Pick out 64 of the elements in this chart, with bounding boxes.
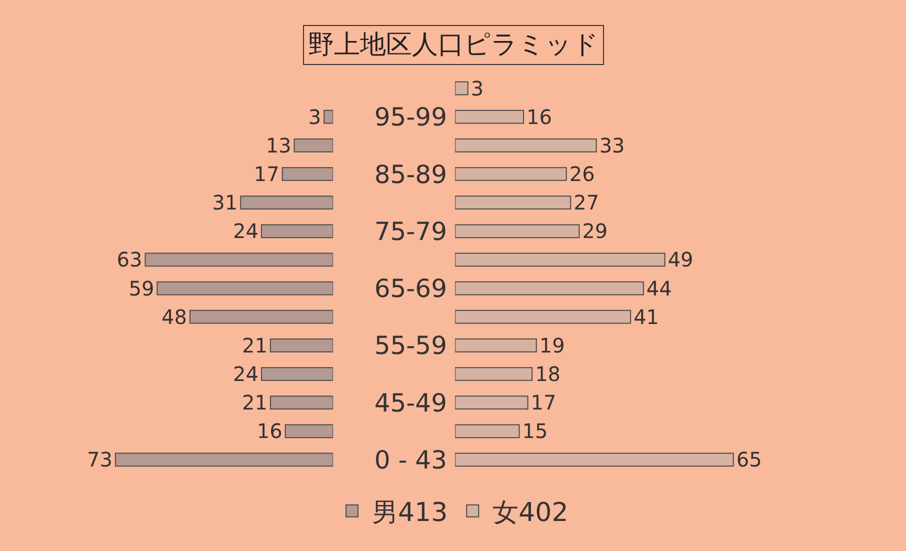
y-tick-label: 65-69 [374, 274, 447, 304]
bar [455, 196, 572, 210]
bar [114, 452, 333, 467]
bar [455, 167, 567, 181]
bar [282, 167, 333, 181]
data-label: 24 [233, 362, 258, 386]
data-label: 33 [599, 133, 625, 158]
y-tick-label: 95-99 [374, 102, 447, 132]
data-label: 24 [233, 219, 258, 244]
data-label: 48 [161, 304, 187, 329]
data-label: 65 [736, 448, 762, 472]
bar [455, 452, 734, 467]
y-tick-label: 85-89 [374, 160, 447, 189]
bar [455, 367, 533, 381]
bar [189, 310, 333, 324]
data-label: 63 [116, 248, 142, 272]
bar [144, 252, 333, 267]
y-tick-label: 55-59 [374, 331, 447, 360]
bar [455, 110, 524, 124]
data-label: 27 [574, 190, 600, 215]
y-tick-label: 0 - 43 [374, 445, 447, 474]
bar [260, 367, 333, 381]
data-label: 29 [582, 219, 608, 244]
bar [294, 138, 333, 152]
bar [455, 424, 520, 438]
data-label: 17 [530, 390, 556, 415]
bar [455, 338, 537, 352]
bar [455, 310, 632, 324]
bar [240, 196, 333, 210]
data-label: 21 [242, 390, 268, 415]
bar [455, 281, 644, 296]
data-label: 41 [634, 304, 660, 329]
data-label: 59 [128, 276, 154, 300]
data-label: 49 [668, 248, 694, 272]
data-label: 3 [308, 104, 322, 129]
text: 野上地区人口ピラミッド [308, 30, 599, 60]
legend-label: 女402 [492, 498, 568, 528]
data-label: 73 [86, 448, 112, 472]
legend-label: 男413 [372, 498, 448, 528]
bar [455, 224, 580, 238]
bar [156, 281, 333, 296]
data-label: 21 [242, 333, 268, 358]
y-tick-label: 75-79 [374, 216, 447, 246]
data-label: 18 [535, 362, 561, 386]
data-label: 13 [266, 133, 292, 158]
bar [455, 81, 468, 96]
data-label: 3 [470, 76, 484, 100]
data-label: 16 [526, 104, 552, 129]
bar [455, 252, 666, 267]
bar [260, 224, 333, 238]
data-label: 15 [522, 419, 548, 444]
bar [324, 110, 333, 124]
data-label: 17 [254, 162, 280, 186]
data-label: 19 [539, 333, 565, 358]
bar [284, 424, 333, 438]
bar [270, 396, 333, 410]
y-tick-label: 45-49 [374, 388, 447, 418]
data-label: 44 [646, 276, 672, 300]
data-label: 16 [256, 419, 282, 444]
data-label: 26 [569, 162, 595, 186]
data-label: 31 [212, 190, 238, 215]
bar [455, 396, 528, 410]
bar [455, 138, 597, 152]
bar [270, 338, 333, 352]
